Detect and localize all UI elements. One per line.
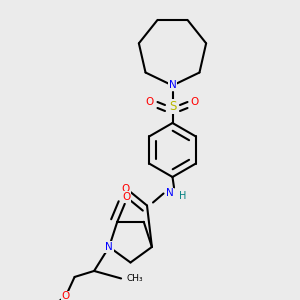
Text: O: O bbox=[121, 184, 129, 194]
Text: O: O bbox=[146, 97, 154, 107]
Text: N: N bbox=[105, 242, 113, 252]
Text: N: N bbox=[169, 80, 176, 91]
Text: O: O bbox=[122, 192, 130, 202]
Text: O: O bbox=[191, 97, 199, 107]
Text: O: O bbox=[61, 292, 70, 300]
Text: N: N bbox=[166, 188, 173, 199]
Text: S: S bbox=[169, 100, 176, 113]
Text: CH₃: CH₃ bbox=[126, 274, 143, 283]
Text: H: H bbox=[179, 191, 187, 201]
